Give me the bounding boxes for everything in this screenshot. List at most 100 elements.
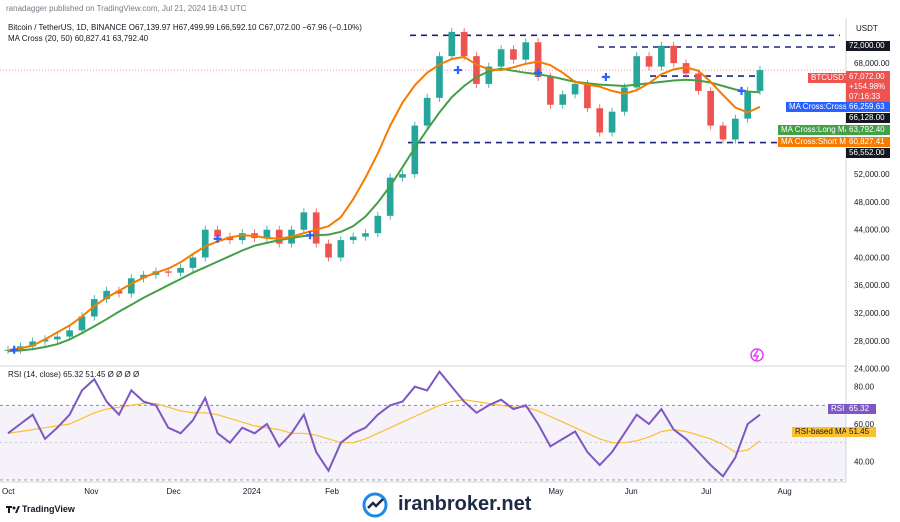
candle-body xyxy=(349,236,357,241)
rsi-tick-label: 40.00 xyxy=(854,457,875,466)
candle-body xyxy=(732,118,739,140)
candle-body xyxy=(460,31,468,57)
candle-body xyxy=(300,212,308,230)
candle-body xyxy=(164,271,172,273)
cross-marker xyxy=(213,234,222,243)
price-change: +154.98% xyxy=(849,82,886,91)
price-tick-label: 68,000.00 xyxy=(854,59,890,68)
candle-body xyxy=(226,236,234,241)
candle-body xyxy=(719,125,727,140)
candle-body xyxy=(756,70,764,91)
rsi-series xyxy=(7,370,761,478)
iranbroker-logo-icon xyxy=(362,492,388,518)
event-icon xyxy=(750,348,764,362)
cross-marker xyxy=(306,231,315,240)
cross-marker xyxy=(534,68,543,77)
rsi-label: RSI xyxy=(828,404,846,414)
candle-body xyxy=(695,73,702,91)
candle-body xyxy=(214,229,221,237)
candle-body xyxy=(497,49,505,67)
candle-body xyxy=(90,299,98,317)
price-tick-label: 44,000.00 xyxy=(854,226,890,235)
candle-body xyxy=(596,108,604,133)
candle-body xyxy=(115,290,123,294)
time-tick-label: 2024 xyxy=(243,487,261,496)
last-price-tag: 67,072.00 +154.98% 07:16:33 xyxy=(846,71,890,103)
time-tick-label: Jun xyxy=(625,487,638,496)
ma-long-label: MA Cross:Long MA xyxy=(778,125,850,135)
candle-body xyxy=(362,233,369,237)
candle-body xyxy=(584,83,591,109)
rsi-legend[interactable]: RSI (14, close) 65.32 51.45 Ø Ø Ø Ø xyxy=(8,370,140,379)
level-low-tag: 56,552.00 xyxy=(846,148,890,158)
symbol-tag: BTCUSDT xyxy=(808,73,849,83)
candle-body xyxy=(263,229,271,239)
candle-body xyxy=(201,229,209,258)
rsi-tick-label: 80.00 xyxy=(854,383,875,392)
cross-marker xyxy=(601,73,610,81)
candle-body xyxy=(571,83,579,95)
candle-body xyxy=(423,97,431,126)
candle-body xyxy=(436,56,443,98)
candle-body xyxy=(66,330,73,337)
candle-body xyxy=(177,267,184,273)
symbol-ohlc-legend[interactable]: Bitcoin / TetherUS, 1D, BINANCE O67,139.… xyxy=(8,23,362,32)
candle-body xyxy=(510,49,517,60)
time-tick-label: Oct xyxy=(2,487,15,496)
rsi-ma-line xyxy=(7,399,761,453)
time-tick-label: May xyxy=(548,487,563,496)
price-tick-label: 36,000.00 xyxy=(854,281,890,290)
candle-body xyxy=(522,42,530,60)
cross-marker xyxy=(453,66,462,75)
long-ma-line xyxy=(7,67,761,353)
rsi-tick-label: 60.00 xyxy=(854,420,875,429)
candle-body xyxy=(275,229,283,244)
ma-long-value: 63,792.40 xyxy=(846,125,890,135)
ma-short-label: MA Cross:Short MA xyxy=(778,137,851,147)
tradingview-logo-icon xyxy=(6,506,20,513)
candle-body xyxy=(658,45,665,67)
rsi-band xyxy=(0,404,846,481)
ma-cross-label: MA Cross:Cross xyxy=(786,102,847,112)
ma-cross-value: 66,259.63 xyxy=(846,102,890,112)
candle-body xyxy=(744,90,752,119)
candle-body xyxy=(325,243,332,258)
publisher-note: ranadagger published on TradingView.com,… xyxy=(6,4,247,13)
bar-countdown: 07:16:33 xyxy=(849,92,881,101)
short-ma-line xyxy=(7,55,761,352)
candle-body xyxy=(670,45,678,64)
candle-body xyxy=(312,212,320,244)
candle-body xyxy=(411,125,419,175)
candle-body xyxy=(374,215,382,234)
candle-body xyxy=(386,177,394,216)
price-tick-label: 52,000.00 xyxy=(854,170,890,179)
rsi-ma-label: RSI-based MA xyxy=(792,427,847,437)
lightning-icon xyxy=(752,349,760,361)
time-tick-label: Jul xyxy=(701,487,711,496)
ma-short-value: 60,827.41 xyxy=(846,137,890,147)
candle-body xyxy=(608,111,616,133)
price-series xyxy=(4,27,764,354)
price-tick-label: 28,000.00 xyxy=(854,337,890,346)
brand-name: TradingView xyxy=(22,504,75,514)
candle-body xyxy=(53,336,61,340)
candle-body xyxy=(103,290,110,300)
time-tick-label: Feb xyxy=(325,487,339,496)
candle-body xyxy=(633,56,641,88)
candle-body xyxy=(485,66,493,84)
time-tick-label: Nov xyxy=(84,487,98,496)
time-tick-label: Dec xyxy=(167,487,181,496)
candle-body xyxy=(238,233,246,241)
candle-body xyxy=(399,174,406,178)
cross-marker xyxy=(737,86,746,95)
candle-body xyxy=(547,77,554,105)
ma-cross-legend[interactable]: MA Cross (20, 50) 60,827.41 63,792.40 xyxy=(8,34,149,43)
rsi-line xyxy=(7,370,761,478)
price-tick-label: 32,000.00 xyxy=(854,309,890,318)
cross-marker xyxy=(10,345,19,354)
price-tick-label: 48,000.00 xyxy=(854,198,890,207)
candle-body xyxy=(621,87,628,112)
candle-body xyxy=(29,341,36,347)
candle-body xyxy=(707,90,715,126)
